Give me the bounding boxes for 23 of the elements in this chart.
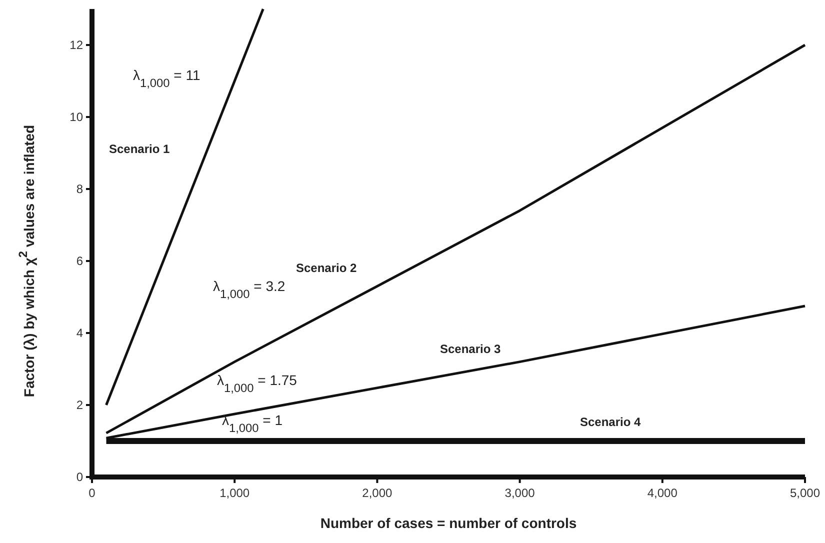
x-tick-label: 1,000 (220, 486, 250, 500)
series-label: Scenario 4 (580, 415, 642, 429)
annotation: λ$_{1,000}$ = 1.75 (217, 372, 298, 395)
x-tick-label: 2,000 (362, 486, 393, 500)
y-tick-label: 4 (76, 326, 84, 340)
x-tick-label: 0 (88, 486, 96, 500)
series-label: Scenario 3 (440, 342, 502, 356)
y-tick-label: 6 (76, 254, 84, 268)
annotation: λ$_{1,000}$ = 3.2 (213, 278, 286, 301)
y-tick-label: 2 (76, 398, 84, 412)
x-tick-label: 5,000 (790, 486, 820, 500)
text: Scenario 1 (109, 142, 170, 156)
y-tick-label: 12 (70, 38, 84, 52)
annotation: λ$_{1,000}$ = 1 (222, 412, 283, 435)
x-tick-label: 3,000 (504, 486, 536, 500)
line-series (105, 44, 806, 434)
annotation: λ$_{1,000}$ = 11 (133, 67, 200, 90)
x-axis-title: Number of cases = number of controls (320, 515, 577, 531)
series-label: Scenario 2 (296, 261, 358, 275)
y-tick-label: 8 (76, 182, 84, 196)
y-tick-label: 0 (76, 470, 84, 484)
y-tick-label: 10 (70, 110, 84, 124)
x-tick-label: 4,000 (647, 486, 678, 500)
